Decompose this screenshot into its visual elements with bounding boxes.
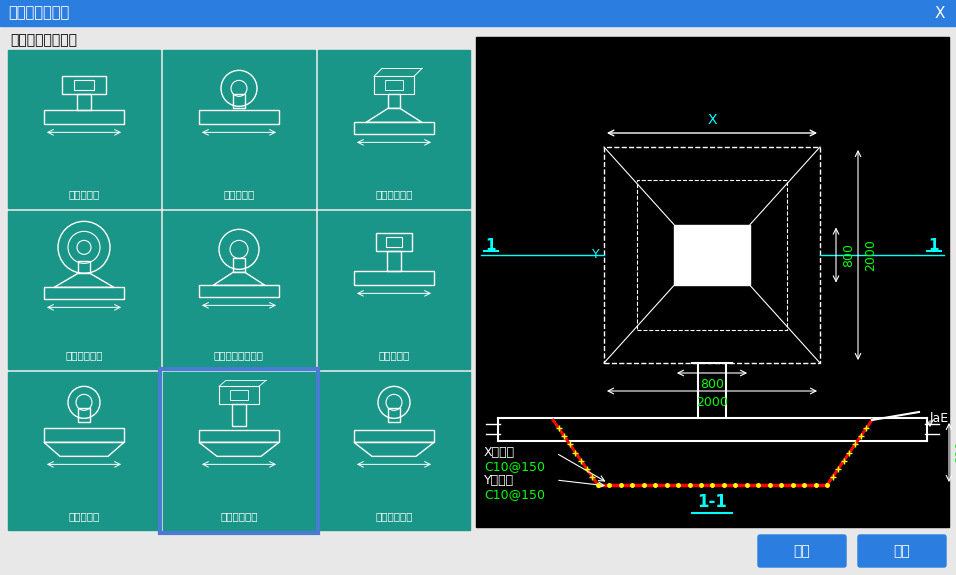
Bar bbox=[77, 94, 91, 110]
Text: 圆台形下柱墩: 圆台形下柱墩 bbox=[376, 511, 413, 521]
Text: X向纵筋: X向纵筋 bbox=[484, 447, 515, 459]
Bar bbox=[163, 211, 315, 369]
Text: Y: Y bbox=[592, 248, 599, 262]
Bar bbox=[8, 372, 160, 530]
Bar bbox=[354, 430, 434, 442]
Text: X: X bbox=[935, 6, 945, 21]
Bar bbox=[74, 81, 94, 90]
Bar bbox=[387, 251, 401, 271]
Text: 下方上圆形上柱墩: 下方上圆形上柱墩 bbox=[214, 350, 264, 360]
Bar bbox=[386, 237, 402, 247]
Bar bbox=[318, 211, 470, 369]
Bar bbox=[388, 94, 400, 108]
Text: X: X bbox=[707, 113, 717, 127]
Bar bbox=[374, 76, 414, 94]
Bar bbox=[376, 233, 412, 251]
Bar bbox=[62, 76, 106, 94]
Bar bbox=[160, 369, 318, 533]
Text: 矩形上柱墩: 矩形上柱墩 bbox=[69, 189, 99, 199]
Bar bbox=[8, 211, 160, 369]
Bar bbox=[44, 428, 124, 442]
FancyBboxPatch shape bbox=[758, 535, 846, 567]
Text: 确定: 确定 bbox=[793, 544, 811, 558]
Bar bbox=[199, 110, 279, 124]
Bar bbox=[232, 404, 246, 426]
Bar bbox=[318, 372, 470, 530]
Text: 圆形上柱墩: 圆形上柱墩 bbox=[224, 189, 254, 199]
Bar bbox=[199, 430, 279, 442]
Bar bbox=[78, 262, 90, 273]
Text: 棱台形下柱墩: 棱台形下柱墩 bbox=[220, 511, 258, 521]
Text: laE: laE bbox=[930, 412, 949, 424]
Text: 圆形下柱墩: 圆形下柱墩 bbox=[69, 511, 99, 521]
Text: 2000: 2000 bbox=[864, 239, 877, 271]
Bar bbox=[8, 50, 160, 208]
Bar bbox=[199, 285, 279, 297]
Text: 单位：  mm: 单位： mm bbox=[490, 36, 551, 50]
Text: 1-1: 1-1 bbox=[697, 493, 727, 511]
Bar bbox=[0, 0, 956, 26]
Bar bbox=[674, 225, 750, 285]
Bar bbox=[637, 180, 787, 330]
Bar bbox=[354, 122, 434, 135]
Bar bbox=[44, 288, 124, 300]
Text: 矩形下柱墩: 矩形下柱墩 bbox=[379, 350, 409, 360]
Bar bbox=[604, 147, 820, 363]
Bar bbox=[318, 50, 470, 208]
Text: 圆台形上柱墩: 圆台形上柱墩 bbox=[65, 350, 102, 360]
Bar bbox=[233, 258, 245, 273]
Text: 600: 600 bbox=[954, 440, 956, 465]
FancyBboxPatch shape bbox=[858, 535, 946, 567]
Text: 选择参数化图形: 选择参数化图形 bbox=[8, 6, 69, 21]
Bar bbox=[219, 386, 259, 404]
Text: Y向纵筋: Y向纵筋 bbox=[484, 473, 514, 486]
Bar bbox=[233, 94, 245, 108]
Bar bbox=[385, 81, 403, 90]
Bar bbox=[163, 50, 315, 208]
Text: 2000: 2000 bbox=[696, 396, 728, 409]
Text: 800: 800 bbox=[842, 243, 855, 267]
Text: 参数化截面类型：: 参数化截面类型： bbox=[10, 33, 77, 47]
Text: 棱台形上柱墩: 棱台形上柱墩 bbox=[376, 189, 413, 199]
Bar bbox=[44, 110, 124, 124]
Bar bbox=[354, 271, 434, 285]
Bar bbox=[388, 408, 400, 423]
Bar bbox=[78, 408, 90, 423]
Bar bbox=[476, 37, 949, 527]
Text: 1: 1 bbox=[486, 237, 496, 252]
Bar bbox=[230, 390, 248, 400]
Text: 1: 1 bbox=[928, 237, 939, 252]
Text: C10@150: C10@150 bbox=[484, 489, 545, 501]
Text: 取消: 取消 bbox=[894, 544, 910, 558]
Bar bbox=[163, 372, 315, 530]
Text: 800: 800 bbox=[700, 378, 724, 391]
Text: C10@150: C10@150 bbox=[484, 461, 545, 473]
